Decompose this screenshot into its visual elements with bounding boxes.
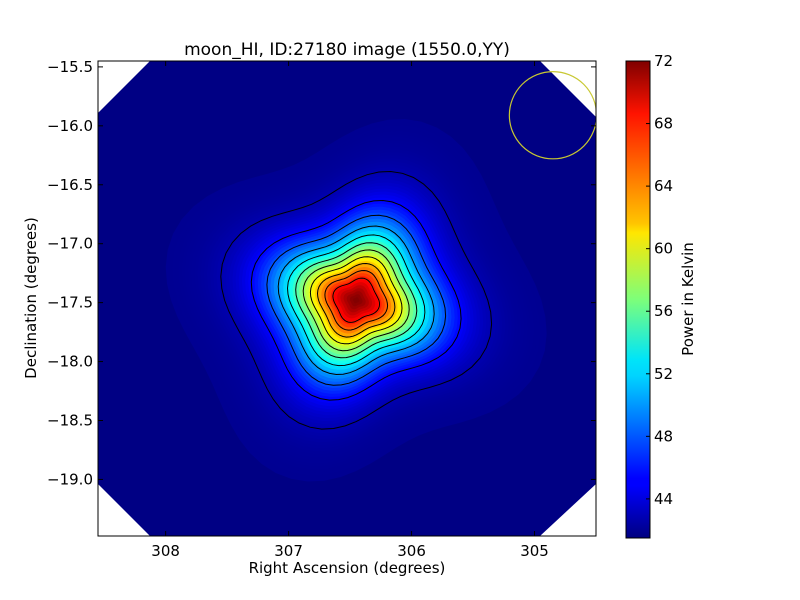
- contour-line: [220, 170, 493, 430]
- y-tick-label: −16.5: [47, 176, 93, 194]
- y-tick-label: −17.5: [47, 294, 93, 312]
- colorbar-gradient: [625, 60, 651, 539]
- plot-area: [97, 60, 597, 537]
- x-tick-label: 307: [274, 542, 303, 560]
- y-axis-label: Declination (degrees): [22, 217, 40, 379]
- colorbar-tick-label: 72: [654, 52, 673, 70]
- colorbar-tick-label: 60: [654, 240, 673, 258]
- contour-layer: [220, 170, 493, 430]
- contour-line: [266, 214, 447, 386]
- x-axis-label: Right Ascension (degrees): [249, 559, 446, 577]
- contour-line: [295, 242, 418, 359]
- colorbar-tick-label: 64: [654, 177, 673, 195]
- contour-line: [309, 256, 403, 345]
- contour-line: [324, 269, 389, 331]
- colorbar-tick-label: 44: [654, 490, 673, 508]
- contour-line: [277, 225, 435, 376]
- y-tick-label: −19.0: [47, 470, 93, 488]
- y-tick-label: −17.0: [47, 235, 93, 253]
- contour-line: [286, 234, 426, 367]
- contour-line: [332, 277, 381, 323]
- y-tick-label: −18.5: [47, 411, 93, 429]
- colorbar-tick-label: 68: [654, 115, 673, 133]
- y-tick-label: −15.5: [47, 58, 93, 76]
- x-tick-label: 305: [520, 542, 549, 560]
- colorbar-label: Power in Kelvin: [679, 242, 697, 356]
- colorbar-tick-label: 56: [654, 302, 673, 320]
- contour-line: [250, 199, 462, 401]
- colorbar: 44 48 52 56 60 64 68 72 Power in Kelvin: [625, 52, 697, 539]
- colorbar-tick-label: 48: [654, 427, 673, 445]
- x-axis: 308 307 306 305: [151, 61, 549, 560]
- colorbar-ticks: 44 48 52 56 60 64 68 72: [646, 52, 673, 508]
- beam-circle: [508, 71, 596, 160]
- heat-band: [353, 297, 360, 304]
- y-tick-label: −16.0: [47, 117, 93, 135]
- y-tick-label: −18.0: [47, 353, 93, 371]
- y-axis: −15.5 −16.0 −16.5 −17.0 −17.5 −18.0 −18.5 −19.0: [47, 58, 596, 488]
- contour-line: [316, 262, 396, 338]
- x-tick-label: 306: [397, 542, 426, 560]
- x-tick-label: 308: [151, 542, 180, 560]
- colorbar-tick-label: 52: [654, 365, 673, 383]
- heatmap-layer: [165, 119, 547, 482]
- plot-frame: [97, 60, 597, 537]
- chart-title: moon_HI, ID:27180 image (1550.0,YY): [184, 40, 510, 60]
- contour-line: [302, 249, 410, 352]
